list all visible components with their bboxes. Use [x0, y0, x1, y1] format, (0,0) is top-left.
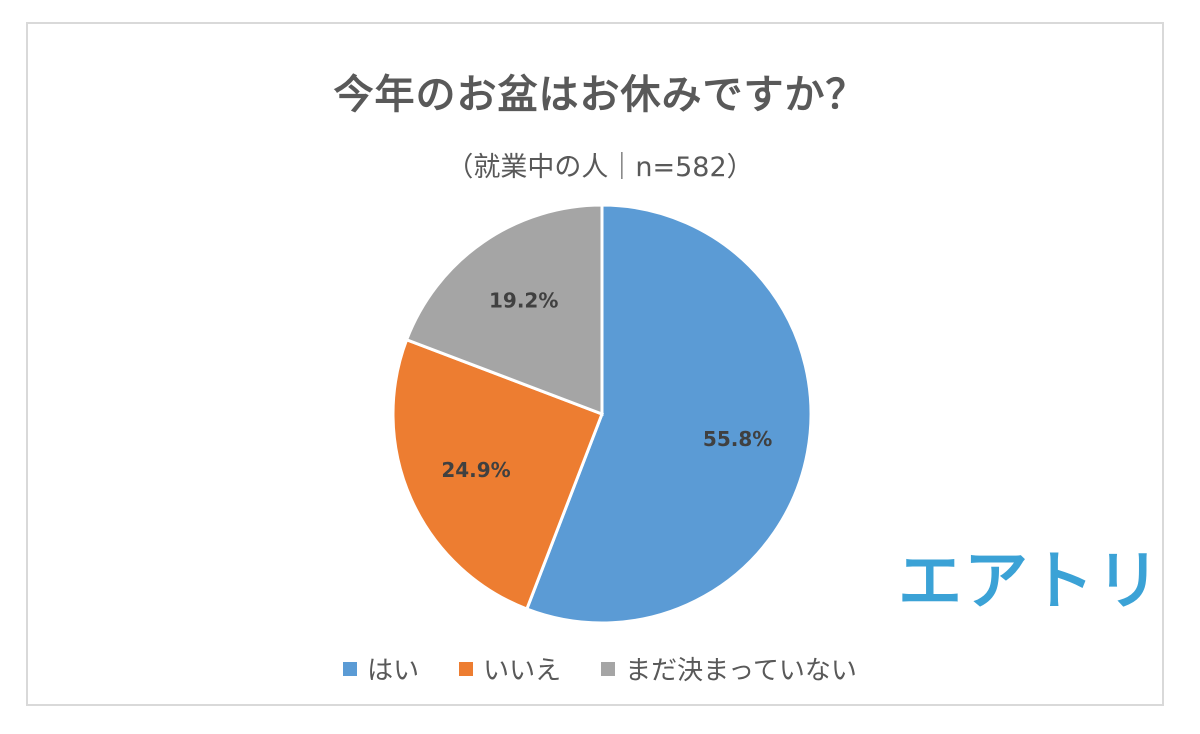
pie-slice-undecided — [404, 203, 604, 417]
legend-swatch-hai — [343, 661, 358, 676]
pie-slice-iie — [391, 337, 604, 611]
pie-label-undecided: 19.2% — [489, 288, 558, 312]
legend-swatch-undecided — [601, 661, 616, 676]
chart-subtitle: （就業中の人｜n=582） — [446, 152, 754, 183]
pie-label-hai: 55.8% — [703, 427, 772, 451]
legend-item-undecided: まだ決まっていない — [601, 650, 857, 687]
legend-label-hai: はい — [367, 656, 420, 686]
legend-swatch-iie — [459, 661, 474, 676]
chart-title: 今年のお盆はお休みですか？ — [333, 72, 867, 118]
pie-slice-hai — [524, 203, 813, 625]
legend-label-undecided: まだ決まっていない — [625, 656, 857, 686]
pie-label-iie: 24.9% — [441, 458, 510, 482]
chart-legend: はい いいえ まだ決まっていない — [0, 650, 1200, 687]
legend-item-iie: いいえ — [459, 650, 561, 687]
legend-item-hai: はい — [343, 650, 419, 687]
brand-logo: エアトリ — [898, 545, 1162, 619]
legend-label-iie: いいえ — [483, 656, 562, 686]
